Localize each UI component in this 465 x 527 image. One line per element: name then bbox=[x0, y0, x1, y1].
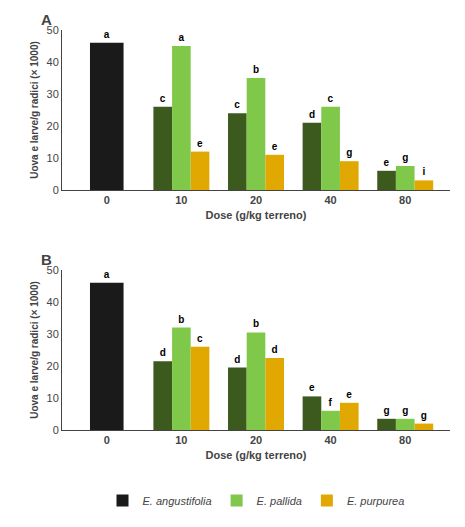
svg-text:b: b bbox=[253, 64, 259, 75]
svg-text:40: 40 bbox=[324, 434, 336, 446]
svg-text:Dose (g/kg terreno): Dose (g/kg terreno) bbox=[206, 209, 307, 221]
svg-text:0: 0 bbox=[53, 184, 59, 196]
svg-text:b: b bbox=[253, 318, 259, 329]
svg-text:0: 0 bbox=[53, 424, 59, 436]
svg-text:g: g bbox=[402, 152, 408, 163]
svg-text:E. purpurea: E. purpurea bbox=[347, 495, 404, 507]
svg-text:0: 0 bbox=[104, 434, 110, 446]
svg-text:f: f bbox=[329, 397, 333, 408]
svg-text:50: 50 bbox=[47, 264, 59, 276]
svg-text:20: 20 bbox=[250, 194, 262, 206]
svg-text:a: a bbox=[104, 269, 110, 280]
svg-text:Uova e larve/g radici (× 1000): Uova e larve/g radici (× 1000) bbox=[29, 41, 40, 179]
svg-text:50: 50 bbox=[47, 24, 59, 36]
svg-text:A: A bbox=[41, 11, 52, 28]
svg-text:B: B bbox=[41, 251, 52, 268]
svg-text:i: i bbox=[422, 166, 425, 177]
svg-text:g: g bbox=[402, 405, 408, 416]
svg-text:40: 40 bbox=[47, 56, 59, 68]
svg-text:e: e bbox=[346, 389, 352, 400]
svg-text:80: 80 bbox=[399, 434, 411, 446]
svg-text:20: 20 bbox=[47, 120, 59, 132]
svg-text:Dose (g/kg terreno): Dose (g/kg terreno) bbox=[206, 449, 307, 461]
svg-text:g: g bbox=[421, 410, 427, 421]
svg-text:b: b bbox=[178, 314, 184, 325]
svg-text:10: 10 bbox=[175, 194, 187, 206]
svg-text:20: 20 bbox=[47, 360, 59, 372]
svg-text:20: 20 bbox=[250, 434, 262, 446]
svg-text:10: 10 bbox=[175, 434, 187, 446]
svg-text:c: c bbox=[160, 93, 166, 104]
svg-text:d: d bbox=[234, 354, 240, 365]
svg-text:e: e bbox=[197, 138, 203, 149]
svg-text:40: 40 bbox=[324, 194, 336, 206]
svg-text:30: 30 bbox=[47, 328, 59, 340]
svg-text:30: 30 bbox=[47, 88, 59, 100]
svg-text:g: g bbox=[346, 147, 352, 158]
svg-text:c: c bbox=[234, 99, 240, 110]
svg-text:10: 10 bbox=[47, 392, 59, 404]
svg-text:a: a bbox=[104, 29, 110, 40]
svg-text:g: g bbox=[384, 405, 390, 416]
svg-text:E. angustifolia: E. angustifolia bbox=[143, 495, 212, 507]
svg-text:d: d bbox=[160, 347, 166, 358]
svg-text:Uova e larve/g radici (× 1000): Uova e larve/g radici (× 1000) bbox=[29, 281, 40, 419]
svg-text:e: e bbox=[309, 382, 315, 393]
svg-text:80: 80 bbox=[399, 194, 411, 206]
svg-text:40: 40 bbox=[47, 296, 59, 308]
svg-text:d: d bbox=[309, 109, 315, 120]
svg-text:e: e bbox=[384, 157, 390, 168]
svg-text:E. pallida: E. pallida bbox=[257, 495, 302, 507]
svg-text:e: e bbox=[272, 141, 278, 152]
svg-text:d: d bbox=[272, 344, 278, 355]
svg-text:0: 0 bbox=[104, 194, 110, 206]
svg-text:c: c bbox=[197, 333, 203, 344]
svg-text:c: c bbox=[328, 93, 334, 104]
svg-text:a: a bbox=[178, 32, 184, 43]
svg-text:10: 10 bbox=[47, 152, 59, 164]
